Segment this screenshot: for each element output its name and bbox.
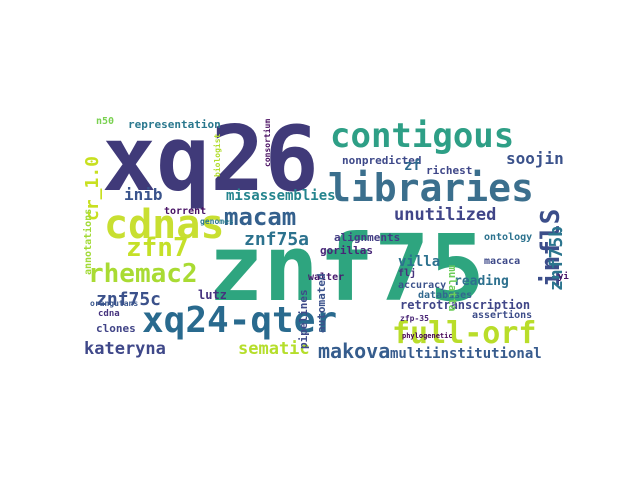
cloud-word: inib: [124, 185, 163, 204]
cloud-word: alignments: [334, 231, 401, 244]
cloud-word: zfn7: [126, 233, 189, 263]
cloud-word: biologist: [213, 133, 222, 177]
cloud-word: databases: [418, 290, 473, 301]
cloud-word: zf: [404, 158, 421, 174]
word-cloud: znf75 xq26 contigous libraries cdnas xq2…: [80, 115, 570, 360]
cloud-word: contigous: [330, 116, 515, 156]
cloud-word: nonpredicted: [342, 154, 422, 167]
cloud-word: richest: [426, 164, 473, 177]
cloud-word: xq24-qter: [142, 300, 338, 341]
cloud-word: genomes: [200, 217, 234, 226]
cloud-word: makova: [318, 339, 391, 360]
cloud-word: reading: [454, 274, 509, 289]
cloud-word: zfp-35: [400, 314, 429, 323]
cloud-word: multiinstitutional: [390, 346, 542, 360]
cloud-word: annotations: [83, 208, 94, 275]
cloud-word: misassemblies: [226, 188, 336, 204]
cloud-word: yi: [558, 272, 569, 282]
cloud-word: accuracy: [398, 280, 447, 291]
cloud-word: pipelines: [297, 289, 310, 349]
cloud-word: libraries: [328, 166, 534, 210]
cloud-word: orangutans: [90, 299, 139, 308]
cloud-word: rhemac2: [88, 259, 198, 289]
cloud-word: lutz: [198, 288, 227, 302]
cloud-word: walter: [308, 272, 345, 283]
cloud-word: retrotranscription: [400, 298, 531, 312]
cloud-word: consortium: [263, 118, 272, 167]
cloud-word: xq26: [102, 115, 319, 212]
cloud-word: znf75c: [96, 289, 162, 310]
cloud-word: cdnas: [104, 202, 225, 248]
cloud-word: automated: [315, 273, 328, 333]
cloud-word: flj: [398, 268, 417, 279]
cloud-word: mulatta: [446, 265, 459, 312]
cloud-word: ontology: [484, 232, 533, 243]
cloud-word: macam: [224, 203, 297, 231]
cloud-word: n50: [96, 116, 115, 127]
cloud-word: villa: [398, 254, 441, 270]
cloud-word: full-orf: [392, 316, 537, 351]
cloud-word: clones: [96, 322, 136, 335]
cloud-word: phylogenetic: [402, 332, 453, 340]
cloud-word: macaca: [484, 256, 521, 267]
cloud-word: gorillas: [320, 244, 373, 257]
cloud-word: sematic: [238, 339, 310, 359]
cloud-word: assertions: [472, 310, 533, 321]
cloud-word: unutilized: [394, 205, 497, 225]
cloud-word: znf75a: [244, 229, 310, 250]
cloud-word: representation: [128, 118, 221, 131]
cloud-word: cdna: [98, 309, 120, 319]
cloud-word: kateryna: [84, 339, 166, 359]
cloud-word: soojin: [506, 149, 564, 168]
cloud-word: znf75: [208, 215, 485, 322]
cloud-word: torrent: [164, 206, 207, 217]
